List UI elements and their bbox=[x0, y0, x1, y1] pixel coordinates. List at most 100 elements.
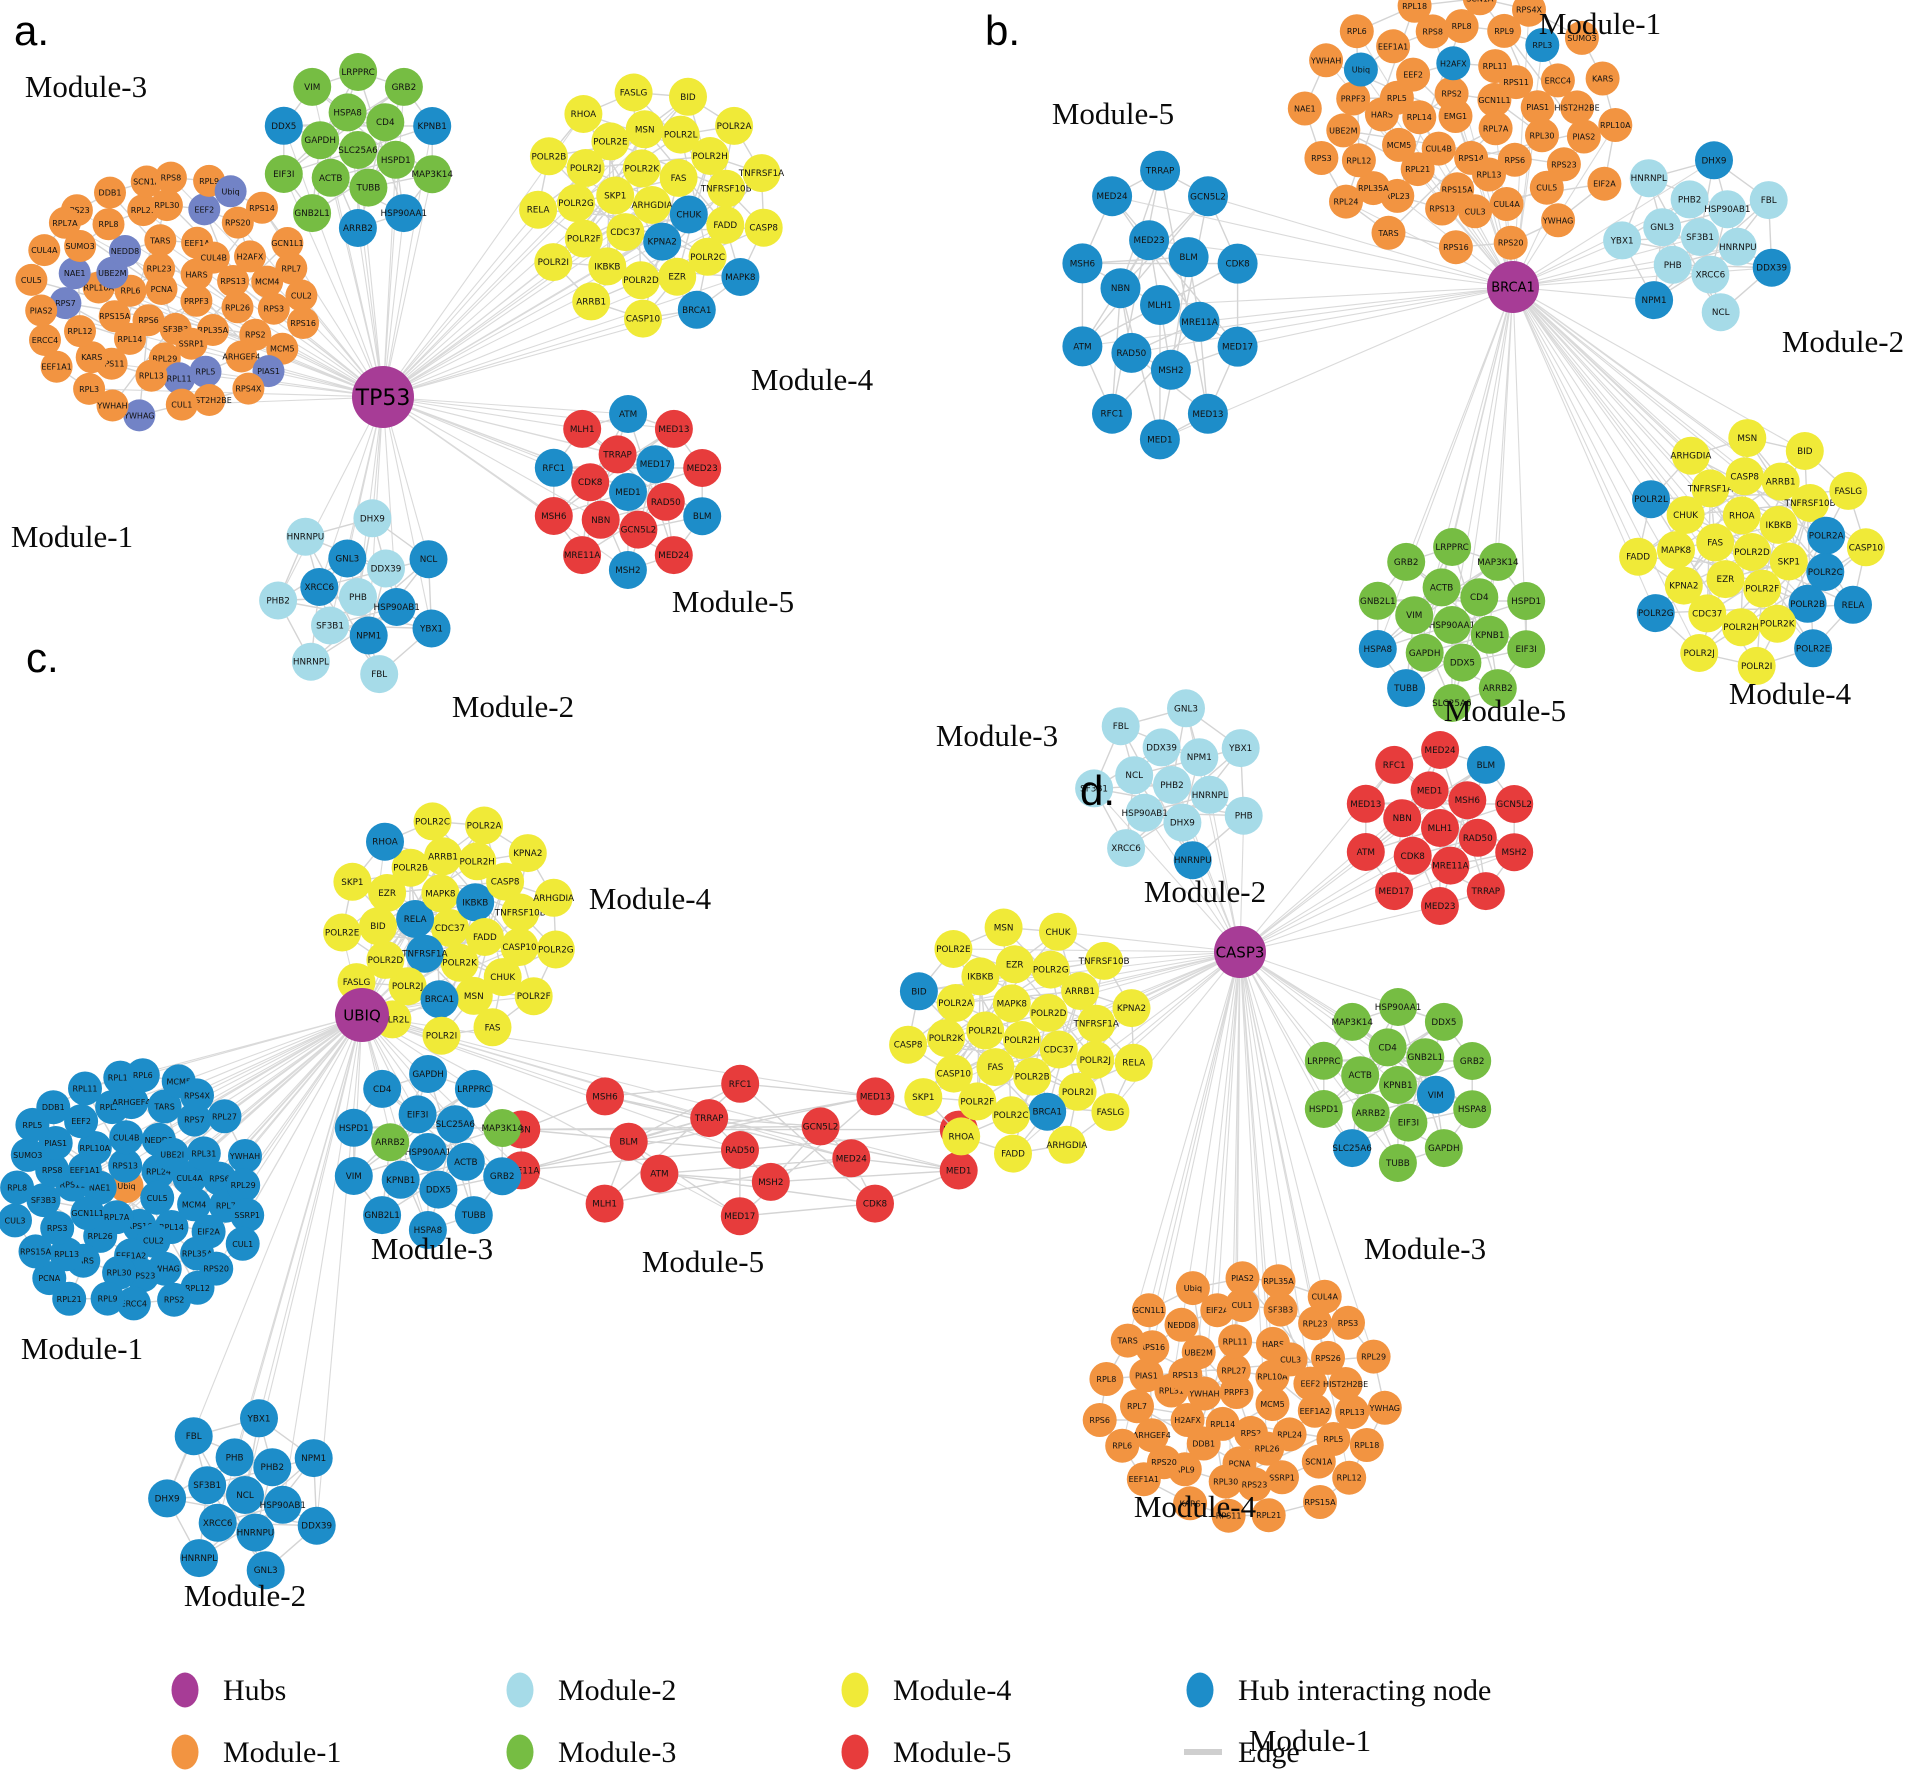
node-RPL35A[interactable]: RPL35A bbox=[1356, 171, 1391, 206]
gene-node-circle[interactable] bbox=[1129, 220, 1170, 261]
node-PIAS2[interactable]: PIAS2 bbox=[1225, 1261, 1260, 1296]
gene-node-circle[interactable] bbox=[742, 154, 781, 193]
node-MED1[interactable]: MED1 bbox=[1410, 771, 1449, 810]
node-RPL21[interactable]: RPL21 bbox=[1251, 1498, 1286, 1533]
node-SUMO3[interactable]: SUMO3 bbox=[10, 1137, 45, 1172]
node-POLR2A[interactable]: POLR2A bbox=[465, 806, 504, 845]
gene-node-circle[interactable] bbox=[197, 241, 230, 274]
gene-node-circle[interactable] bbox=[339, 578, 377, 616]
gene-node-circle[interactable] bbox=[1834, 585, 1872, 624]
gene-node-circle[interactable] bbox=[225, 340, 258, 373]
node-RPL7A[interactable]: RPL7A bbox=[48, 206, 81, 239]
gene-node-circle[interactable] bbox=[1525, 118, 1559, 153]
gene-node-circle[interactable] bbox=[1077, 1004, 1116, 1043]
node-TRRAP[interactable]: TRRAP bbox=[1466, 872, 1505, 911]
node-TRRAP[interactable]: TRRAP bbox=[598, 435, 637, 474]
node-RPL10A[interactable]: RPL10A bbox=[77, 1131, 112, 1165]
gene-node-circle[interactable] bbox=[207, 1099, 242, 1134]
node-SSRP1[interactable]: SSRP1 bbox=[1265, 1460, 1299, 1495]
gene-node-circle[interactable] bbox=[1091, 1093, 1130, 1131]
gene-node-circle[interactable] bbox=[1168, 237, 1209, 278]
gene-node-circle[interactable] bbox=[1255, 1387, 1290, 1421]
gene-node-circle[interactable] bbox=[1039, 1030, 1078, 1069]
gene-node-circle[interactable] bbox=[1788, 584, 1827, 623]
node-MED24[interactable]: MED24 bbox=[1421, 731, 1460, 769]
gene-node-circle[interactable] bbox=[40, 1211, 75, 1246]
node-SLC25A6[interactable]: SLC25A6 bbox=[338, 131, 378, 169]
gene-node-circle[interactable] bbox=[1375, 872, 1414, 911]
node-PIAS2[interactable]: PIAS2 bbox=[1566, 119, 1601, 154]
node-KPNA2[interactable]: KPNA2 bbox=[643, 222, 682, 261]
gene-node-circle[interactable] bbox=[1075, 769, 1114, 808]
node-SKP1[interactable]: SKP1 bbox=[596, 176, 635, 215]
node-GAPDH[interactable]: GAPDH bbox=[1405, 633, 1444, 672]
node-POLR2A[interactable]: POLR2A bbox=[936, 984, 975, 1022]
node-RPS23[interactable]: RPS23 bbox=[1546, 147, 1581, 182]
node-YWHAH[interactable]: YWHAH bbox=[1309, 43, 1344, 78]
node-YWHAG[interactable]: YWHAG bbox=[123, 399, 156, 432]
gene-node-circle[interactable] bbox=[1216, 1353, 1251, 1388]
gene-node-circle[interactable] bbox=[1120, 1389, 1154, 1424]
node-NPM1[interactable]: NPM1 bbox=[1635, 281, 1674, 320]
gene-node-circle[interactable] bbox=[1497, 142, 1532, 177]
node-RFC1[interactable]: RFC1 bbox=[1375, 745, 1414, 784]
gene-node-circle[interactable] bbox=[534, 243, 573, 282]
node-TUBB[interactable]: TUBB bbox=[454, 1196, 493, 1235]
gene-node-circle[interactable] bbox=[440, 943, 479, 982]
gene-node-circle[interactable] bbox=[1564, 20, 1599, 55]
node-CHUK[interactable]: CHUK bbox=[669, 195, 708, 234]
gene-node-circle[interactable] bbox=[1708, 190, 1747, 229]
gene-node-circle[interactable] bbox=[1089, 1362, 1124, 1396]
gene-node-circle[interactable] bbox=[0, 1203, 32, 1238]
node-HSP90AA1[interactable]: HSP90AA1 bbox=[381, 194, 428, 233]
node-GRB2[interactable]: GRB2 bbox=[1387, 542, 1426, 581]
node-SKP1[interactable]: SKP1 bbox=[1769, 542, 1808, 581]
node-PHB2[interactable]: PHB2 bbox=[1670, 180, 1709, 219]
node-DDX39[interactable]: DDX39 bbox=[367, 549, 405, 588]
gene-node-circle[interactable] bbox=[420, 980, 459, 1019]
node-RPS16[interactable]: RPS16 bbox=[1438, 230, 1473, 265]
node-ARRB1[interactable]: ARRB1 bbox=[1761, 462, 1800, 501]
node-CDK8[interactable]: CDK8 bbox=[571, 463, 610, 502]
node-LRPPRC[interactable]: LRPPRC bbox=[1433, 528, 1472, 566]
node-RPL7[interactable]: RPL7 bbox=[275, 252, 308, 285]
gene-node-circle[interactable] bbox=[367, 549, 405, 588]
gene-node-circle[interactable] bbox=[690, 1099, 729, 1138]
gene-node-circle[interactable] bbox=[721, 258, 760, 296]
hub-CASP3[interactable]: CASP3 bbox=[1214, 926, 1266, 978]
node-RPS20[interactable]: RPS20 bbox=[1493, 225, 1528, 260]
node-RPS4X[interactable]: RPS4X bbox=[1512, 0, 1546, 27]
gene-node-circle[interactable] bbox=[1657, 531, 1695, 570]
gene-node-circle[interactable] bbox=[1478, 111, 1513, 146]
gene-node-circle[interactable] bbox=[1309, 43, 1344, 78]
gene-node-circle[interactable] bbox=[230, 1198, 265, 1233]
node-FASLG[interactable]: FASLG bbox=[614, 73, 653, 112]
node-RPL14[interactable]: RPL14 bbox=[1402, 100, 1437, 135]
node-CUL2[interactable]: CUL2 bbox=[285, 279, 318, 312]
gene-node-circle[interactable] bbox=[751, 1162, 790, 1201]
node-POLR2C[interactable]: POLR2C bbox=[688, 237, 727, 276]
node-RPL29[interactable]: RPL29 bbox=[226, 1168, 261, 1203]
gene-node-circle[interactable] bbox=[1499, 65, 1534, 100]
gene-node-circle[interactable] bbox=[1718, 227, 1757, 266]
gene-node-circle[interactable] bbox=[529, 137, 568, 176]
node-PCNA[interactable]: PCNA bbox=[32, 1261, 67, 1296]
node-EEF2[interactable]: EEF2 bbox=[64, 1104, 99, 1139]
gene-node-circle[interactable] bbox=[232, 372, 265, 405]
gene-node-circle[interactable] bbox=[1190, 775, 1229, 814]
node-PIAS1[interactable]: PIAS1 bbox=[38, 1126, 73, 1160]
gene-node-circle[interactable] bbox=[614, 73, 653, 112]
node-TARS[interactable]: TARS bbox=[144, 224, 177, 257]
gene-node-circle[interactable] bbox=[1507, 582, 1546, 620]
node-Ubiq[interactable]: Ubiq bbox=[214, 175, 247, 208]
gene-node-circle[interactable] bbox=[359, 907, 397, 946]
node-MAPK8[interactable]: MAPK8 bbox=[992, 984, 1031, 1023]
gene-node-circle[interactable] bbox=[257, 292, 290, 325]
gene-node-circle[interactable] bbox=[1304, 141, 1339, 175]
gene-node-circle[interactable] bbox=[536, 930, 575, 969]
gene-node-circle[interactable] bbox=[1458, 818, 1497, 857]
gene-node-circle[interactable] bbox=[1695, 141, 1733, 180]
gene-node-circle[interactable] bbox=[1332, 1460, 1367, 1495]
gene-node-circle[interactable] bbox=[1111, 332, 1152, 373]
gene-node-circle[interactable] bbox=[1140, 285, 1180, 325]
